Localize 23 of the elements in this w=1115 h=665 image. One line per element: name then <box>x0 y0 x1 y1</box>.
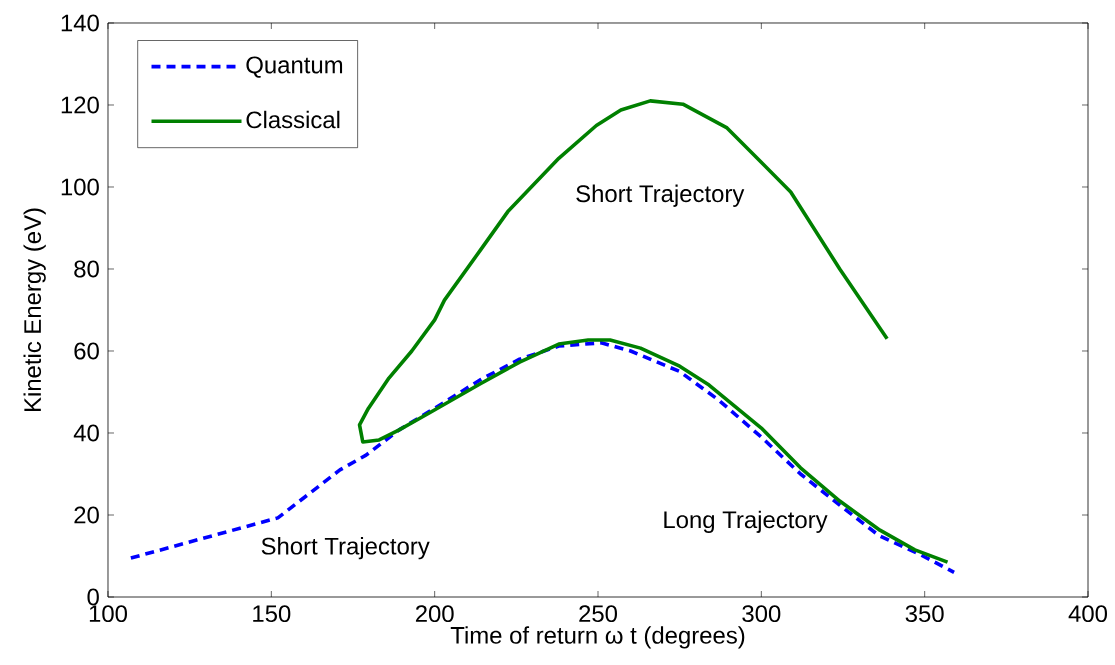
x-tick-label: 350 <box>905 605 944 623</box>
x-tick-label: 400 <box>1068 605 1108 623</box>
annotation: Short Trajectory <box>261 537 430 560</box>
annotation: Long Trajectory <box>664 510 828 533</box>
legend-label: Classical <box>246 110 340 129</box>
y-axis-title: Kinetic Energy (eV) <box>23 208 46 412</box>
y-tick-label: 80 <box>74 260 99 278</box>
line-series <box>129 341 956 575</box>
y-tick-label: 100 <box>61 178 99 196</box>
y-tick-label: 120 <box>61 96 99 114</box>
x-tick-label: 100 <box>89 605 127 623</box>
y-tick-label: 0 <box>87 588 99 606</box>
annotation: Short Trajectory <box>576 184 745 207</box>
y-tick-label: 140 <box>61 14 99 32</box>
y-tick-label: 60 <box>74 342 99 360</box>
x-tick-label: 250 <box>579 605 617 623</box>
legend-label: Quantum <box>246 56 343 78</box>
y-tick-label: 20 <box>74 506 99 524</box>
x-tick-label: 300 <box>742 605 781 623</box>
x-tick-label: 200 <box>415 605 454 623</box>
x-tick-label: 150 <box>253 605 291 623</box>
y-tick-label: 40 <box>73 424 99 442</box>
x-axis-title: Time of return ω t (degrees) <box>450 626 745 649</box>
